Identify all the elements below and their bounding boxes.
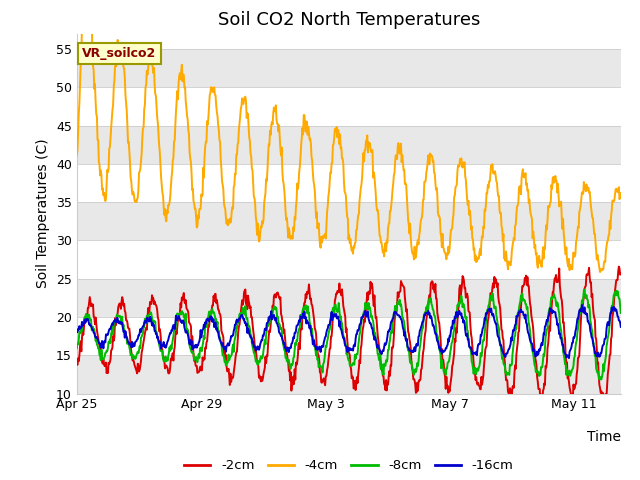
Bar bbox=[77, 87, 621, 125]
Y-axis label: Soil Temperatures (C): Soil Temperatures (C) bbox=[36, 139, 51, 288]
Bar bbox=[77, 279, 621, 317]
Bar bbox=[77, 202, 621, 240]
Bar bbox=[77, 240, 621, 279]
Title: Soil CO2 North Temperatures: Soil CO2 North Temperatures bbox=[218, 11, 480, 29]
Text: VR_soilco2: VR_soilco2 bbox=[82, 47, 157, 60]
Legend: -2cm, -4cm, -8cm, -16cm: -2cm, -4cm, -8cm, -16cm bbox=[179, 454, 519, 478]
Bar bbox=[77, 317, 621, 355]
Text: Time: Time bbox=[587, 430, 621, 444]
Bar bbox=[77, 355, 621, 394]
Bar bbox=[77, 125, 621, 164]
Bar bbox=[77, 164, 621, 202]
Bar bbox=[77, 49, 621, 87]
